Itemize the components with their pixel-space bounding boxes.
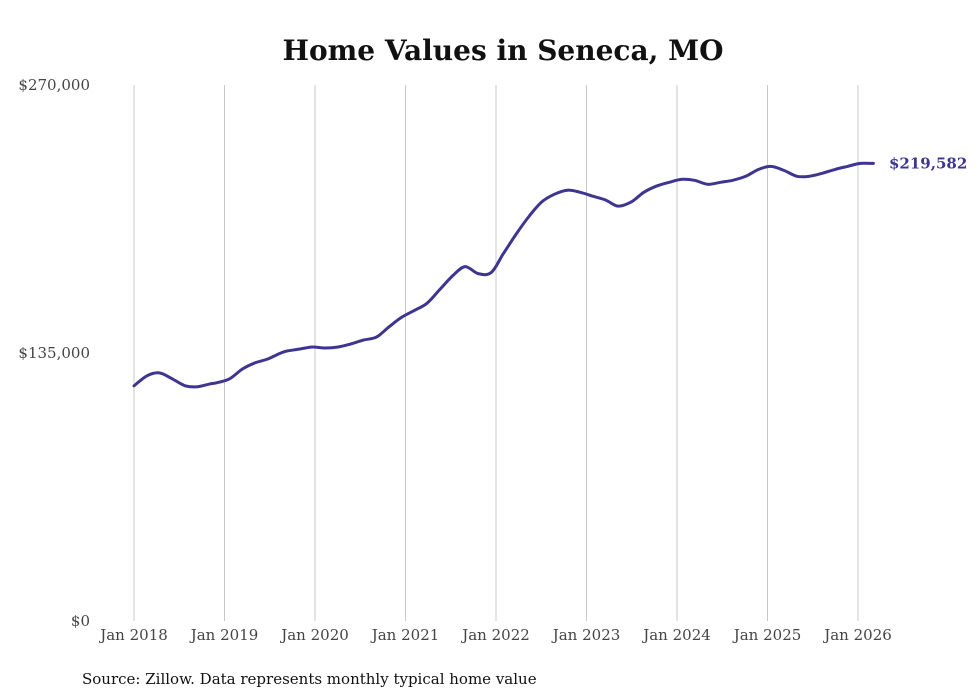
x-tick-label: Jan 2022	[460, 626, 530, 644]
end-value-label: $219,582	[889, 154, 967, 172]
y-tick-label: $0	[71, 612, 90, 630]
y-axis-ticks: $0 $135,000 $270,000	[18, 76, 90, 630]
gridlines	[133, 85, 859, 621]
x-tick-label: Jan 2019	[189, 626, 259, 644]
y-tick-label: $270,000	[18, 76, 90, 94]
x-tick-label: Jan 2023	[551, 626, 621, 644]
x-axis-ticks: Jan 2018 Jan 2019 Jan 2020 Jan 2021 Jan 2022…	[98, 626, 892, 644]
series-layer	[132, 161, 875, 389]
x-tick-label: Jan 2018	[98, 626, 168, 644]
y-tick-label: $135,000	[18, 344, 90, 362]
x-tick-label: Jan 2025	[732, 626, 802, 644]
x-tick-label: Jan 2020	[279, 626, 349, 644]
series-line-0	[132, 161, 875, 389]
x-tick-label: Jan 2024	[641, 626, 711, 644]
chart-title: Home Values in Seneca, MO	[283, 34, 724, 67]
x-tick-label: Jan 2021	[370, 626, 440, 644]
source-note: Source: Zillow. Data represents monthly …	[82, 670, 537, 688]
x-tick-label: Jan 2026	[822, 626, 892, 644]
